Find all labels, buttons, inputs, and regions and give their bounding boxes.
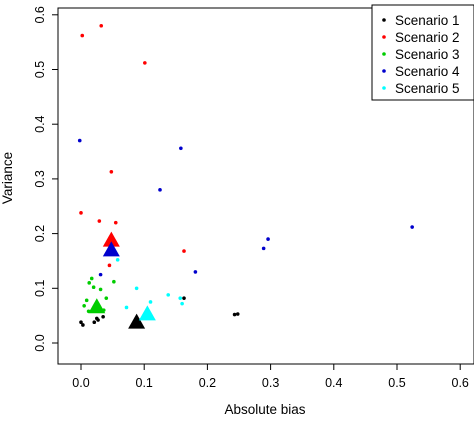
x-tick-label: 0.1 (136, 376, 153, 390)
y-tick-label: 0.2 (33, 225, 47, 242)
legend-marker-scenario-4 (382, 69, 386, 73)
scenario-3-point (98, 287, 103, 292)
scenario-5-point (178, 296, 183, 300)
scenario-4-mean-triangle (102, 241, 120, 257)
legend-marker-scenario-3 (382, 52, 386, 56)
x-tick-label: 0.4 (325, 376, 342, 390)
scenario-3-point (112, 279, 116, 284)
scenario-1-point (79, 320, 83, 325)
scenario-1-mean-triangle (128, 313, 146, 329)
scenario-1-point (101, 314, 105, 319)
scenario-1-point (182, 296, 186, 300)
scenario-5-point (148, 300, 153, 304)
scenario-2-point (107, 263, 112, 268)
scenario-1-point (235, 312, 240, 316)
scenario-2-point (99, 23, 104, 28)
legend-box (371, 4, 474, 101)
data-points (77, 23, 414, 327)
scenario-4-point (98, 272, 103, 277)
scenario-3-point (104, 296, 109, 300)
scenario-2-point (80, 33, 85, 38)
legend-marker-scenario-5 (382, 86, 386, 90)
scenario-4-point (193, 270, 198, 274)
scenario-3-point (87, 281, 92, 285)
y-axis-title: Variance (0, 152, 15, 204)
scenario-2-point (109, 169, 114, 174)
x-axis-title: Absolute bias (224, 402, 305, 417)
legend-label-scenario-1: Scenario 1 (395, 13, 460, 28)
legend-label-scenario-3: Scenario 3 (395, 47, 460, 62)
scenario-1-point (232, 312, 237, 317)
scenario-5-point (115, 258, 120, 262)
scenario-2-point (97, 219, 102, 223)
scenario-3-point (84, 298, 89, 303)
scenario-5-point (134, 286, 139, 291)
legend-marker-scenario-2 (382, 35, 386, 39)
y-tick-label: 0.0 (33, 334, 47, 351)
scenario-1-point (92, 320, 97, 325)
x-tick-label: 0.5 (388, 376, 405, 390)
scenario-4-point (266, 237, 270, 241)
scenario-5-mean-triangle (138, 305, 156, 321)
scenario-4-point (179, 146, 183, 151)
scenario-4-point (410, 225, 414, 229)
scenario-4-point (261, 246, 266, 251)
mean-markers (88, 231, 156, 329)
legend-label-scenario-4: Scenario 4 (395, 64, 460, 79)
scenario-4-point (77, 138, 82, 143)
x-tick-label: 0.0 (72, 376, 89, 390)
scenario-5-point (166, 293, 171, 297)
scenario-1-point (81, 323, 85, 327)
x-tick-label: 0.3 (262, 376, 279, 390)
scenario-5-point (124, 305, 129, 310)
y-axis: 0.0 0.1 0.2 0.3 0.4 0.5 0.6 (33, 6, 59, 352)
scenario-1-point (96, 318, 100, 322)
scenario-3-point (91, 285, 96, 290)
scenario-3-point (89, 276, 94, 281)
y-tick-label: 0.4 (33, 115, 47, 132)
x-axis: 0.0 0.1 0.2 0.3 0.4 0.5 0.6 (72, 363, 469, 390)
legend-label-scenario-2: Scenario 2 (395, 30, 460, 45)
legend-marker-scenario-1 (382, 18, 386, 22)
x-tick-label: 0.6 (452, 376, 469, 390)
scenario-2-point (79, 211, 83, 215)
y-tick-label: 0.5 (33, 61, 47, 78)
scenario-2-point (182, 249, 186, 253)
scenario-2-point (113, 220, 118, 225)
y-tick-label: 0.1 (33, 280, 47, 297)
scenario-2-mean-triangle (102, 231, 120, 247)
scenario-4-point (158, 188, 162, 192)
y-tick-label: 0.3 (33, 170, 47, 187)
y-tick-label: 0.6 (33, 6, 47, 23)
scenario-3-mean-triangle (88, 298, 106, 314)
scenario-3-point (82, 304, 86, 308)
legend: Scenario 1 Scenario 2 Scenario 3 Scenario 4… (371, 4, 474, 101)
x-tick-label: 0.2 (199, 376, 216, 390)
scenario-2-point (143, 61, 147, 65)
scenario-5-point (180, 301, 184, 306)
legend-label-scenario-5: Scenario 5 (395, 81, 460, 96)
